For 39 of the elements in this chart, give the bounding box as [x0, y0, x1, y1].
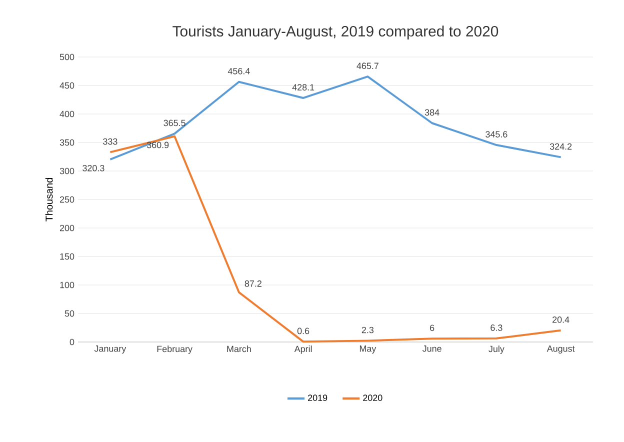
data-label: 2.3	[362, 326, 374, 334]
x-tick-label: January	[94, 346, 126, 354]
legend-label: 2020	[363, 394, 382, 401]
data-label: 20.4	[552, 316, 570, 323]
x-tick-label: July	[488, 346, 504, 354]
x-tick-label: August	[546, 346, 575, 354]
y-tick-label: 500	[60, 54, 74, 60]
data-label: 87.2	[244, 280, 262, 287]
y-tick-label: 250	[60, 196, 74, 203]
y-tick-label: 200	[60, 224, 74, 232]
y-tick-label: 400	[60, 110, 74, 118]
data-label: 0.6	[297, 328, 310, 334]
data-label: 465.7	[356, 62, 378, 70]
data-label: 428.1	[292, 84, 314, 90]
data-label: 384	[424, 109, 440, 116]
legend-label: 2019	[308, 394, 328, 401]
data-label: 345.6	[486, 131, 508, 138]
x-tick-label: April	[294, 346, 312, 354]
y-tick-label: 150	[60, 253, 74, 260]
y-tick-label: 350	[60, 139, 74, 146]
data-label: 6	[430, 324, 434, 332]
y-tick-label: 450	[60, 82, 74, 89]
data-label: 324.2	[550, 143, 572, 150]
data-label: 6.3	[490, 324, 502, 331]
data-label: 333	[103, 138, 118, 145]
x-tick-label: March	[227, 346, 251, 352]
data-label: 320.3	[82, 164, 104, 172]
y-tick-label: 50	[64, 310, 74, 317]
y-tick-label: 0	[70, 338, 74, 346]
x-tick-label: February	[157, 346, 192, 354]
data-label: 360.9	[146, 142, 169, 148]
x-tick-label: May	[360, 346, 376, 354]
data-label: 456.4	[228, 68, 250, 74]
data-label: 365.5	[164, 120, 186, 126]
y-tick-label: 100	[60, 282, 74, 288]
chart-title: Tourists January-August, 2019 compared to 2020	[172, 26, 498, 40]
y-tick-label: 300	[60, 168, 74, 174]
x-tick-label: June	[422, 346, 442, 352]
y-axis-title: Thousand	[45, 178, 53, 222]
